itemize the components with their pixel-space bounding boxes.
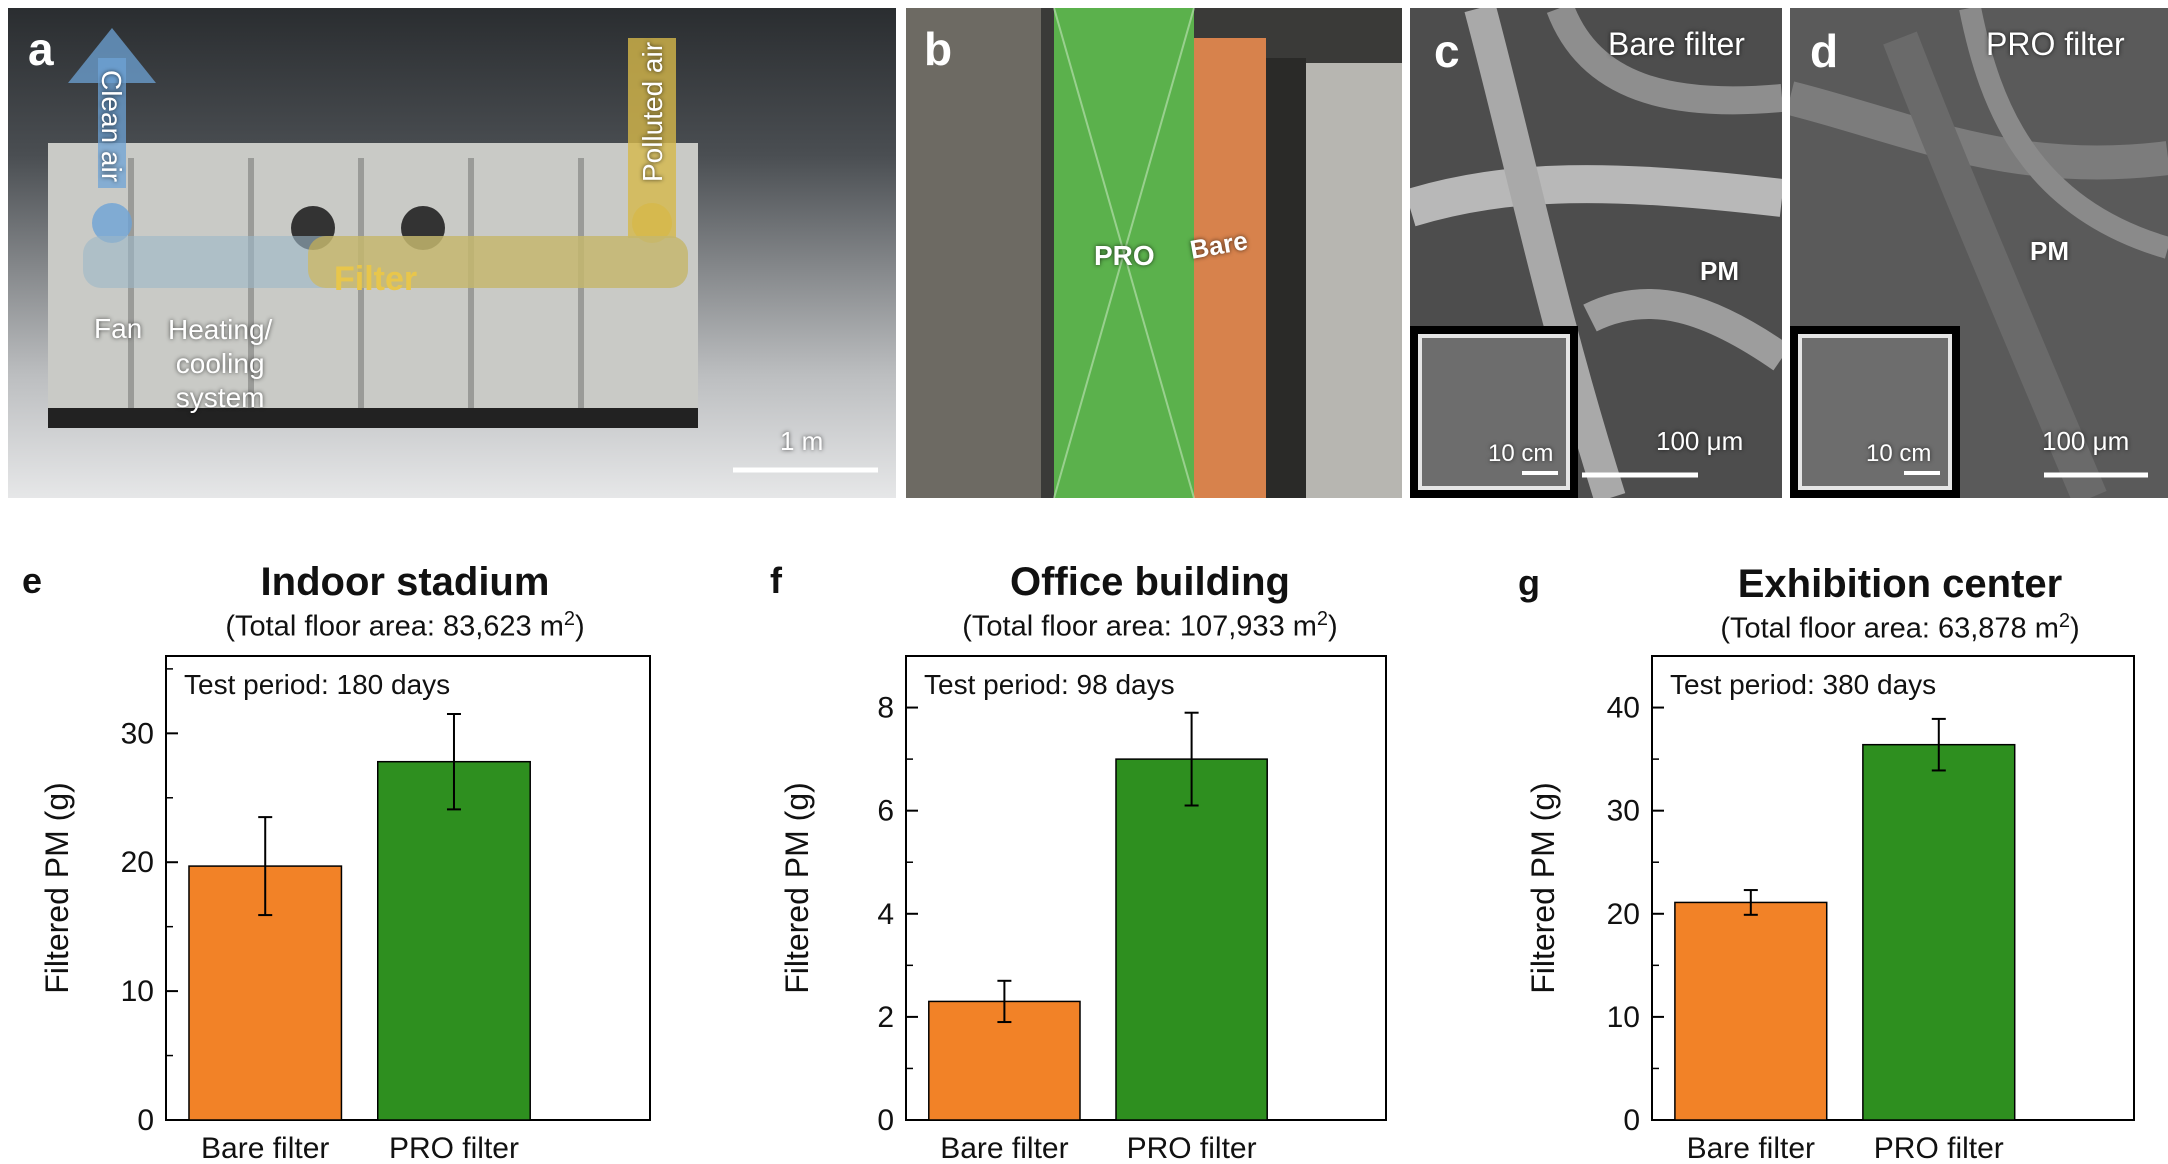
y-tick-label: 30 [1607, 795, 1640, 828]
photo-panel-b: b PRO Bare [906, 8, 1402, 498]
x-tick-label: PRO filter [1874, 1132, 2004, 1164]
bar-chart-office-building: Bare filter PRO filter 0 2 4 6 8 Filtered PM (g… [779, 655, 1387, 1164]
y-tick-label: 10 [121, 975, 154, 1008]
chart-subtitle-e: (Total floor area: 83,623 m2) [225, 608, 585, 643]
y-tick-label: 20 [121, 846, 154, 879]
chart-subtitle-g: (Total floor area: 63,878 m2) [1720, 610, 2080, 645]
x-tick-label: Bare filter [1687, 1132, 1815, 1164]
bar-pro-filter [1862, 743, 2016, 1121]
bar-chart-indoor-stadium: Bare filter PRO filter 0 10 20 30 Filtered PM … [39, 655, 651, 1164]
air-handling-unit-photo [8, 8, 896, 498]
filter-label: Filter [334, 260, 418, 298]
bar-pro-filter [377, 760, 531, 1121]
bar-bare-filter [1674, 901, 1828, 1121]
bar-pro-filter [1115, 758, 1268, 1121]
y-axis-label: Filtered PM (g) [39, 782, 75, 994]
bare-filter-sem-image [1410, 8, 1782, 498]
x-tick-label: PRO filter [1127, 1132, 1257, 1164]
x-tick-label: PRO filter [389, 1132, 519, 1164]
pro-filter-sem-image [1790, 8, 2168, 498]
pro-label: PRO [1094, 240, 1155, 271]
inset-scale-c: 10 cm [1488, 440, 1554, 467]
clean-air-label: Clean air [96, 69, 127, 183]
sem-title-bare: Bare filter [1608, 26, 1745, 62]
y-tick-label: 4 [877, 898, 894, 931]
chart-subtitle-f: (Total floor area: 107,933 m2) [962, 608, 1338, 643]
y-axis-label: Filtered PM (g) [1525, 782, 1561, 994]
sem-panel-c: c Bare filter PM 10 cm 100 μm [1410, 8, 1782, 498]
y-tick-label: 0 [877, 1104, 894, 1137]
bar-bare-filter [928, 1000, 1081, 1121]
test-period-annotation: Test period: 98 days [924, 669, 1175, 700]
y-tick-label: 6 [877, 795, 894, 828]
panel-label-c: c [1434, 25, 1460, 77]
scale-bar-label: 1 m [780, 426, 824, 456]
inset-scale-d: 10 cm [1866, 440, 1932, 467]
chart-title-e: Indoor stadium [260, 560, 550, 604]
filter-install-photo [906, 8, 1402, 498]
y-tick-label: 0 [137, 1104, 154, 1137]
x-tick-label: Bare filter [940, 1132, 1068, 1164]
panel-label-f: f [770, 560, 782, 601]
panel-label-a: a [28, 23, 54, 75]
pm-label-c: PM [1700, 256, 1739, 286]
photo-panel-a: a Clean air Polluted air Filter Fan Heat… [8, 8, 896, 498]
test-period-annotation: Test period: 180 days [184, 669, 450, 700]
panel-label-g: g [1518, 562, 1540, 603]
sem-scale-d: 100 μm [2042, 426, 2130, 456]
y-axis-label: Filtered PM (g) [779, 782, 815, 994]
panel-label-d: d [1810, 25, 1839, 77]
y-tick-label: 30 [121, 717, 154, 750]
chart-title-g: Exhibition center [1737, 562, 2063, 606]
y-tick-label: 8 [877, 692, 894, 725]
x-tick-label: Bare filter [201, 1132, 329, 1164]
panel-label-b: b [924, 23, 953, 75]
sem-title-pro: PRO filter [1986, 26, 2125, 62]
pm-label-d: PM [2030, 236, 2069, 266]
fan-label: Fan [94, 313, 143, 344]
panel-label-e: e [22, 560, 43, 601]
y-tick-label: 20 [1607, 898, 1640, 931]
y-tick-label: 0 [1623, 1104, 1640, 1137]
polluted-air-label: Polluted air [637, 41, 668, 183]
test-period-annotation: Test period: 380 days [1670, 669, 1936, 700]
y-tick-label: 10 [1607, 1001, 1640, 1034]
sem-panel-d: d PRO filter PM 10 cm 100 μm [1790, 8, 2168, 498]
chart-title-f: Office building [1010, 560, 1290, 604]
y-tick-label: 40 [1607, 692, 1640, 725]
bar-chart-exhibition-center: Bare filter PRO filter 0 10 20 30 40 Filtered P… [1525, 655, 2135, 1164]
y-tick-label: 2 [877, 1001, 894, 1034]
sem-scale-c: 100 μm [1656, 426, 1744, 456]
heating-cooling-label: Heating/ cooling system [168, 314, 273, 413]
